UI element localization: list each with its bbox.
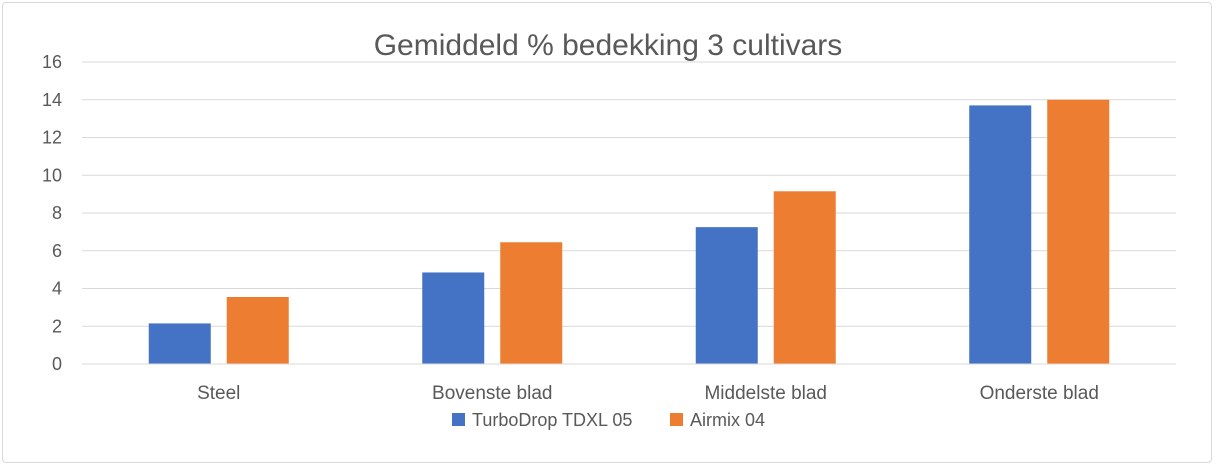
y-tick-label: 16 xyxy=(42,52,62,72)
legend-label: TurboDrop TDXL 05 xyxy=(472,410,632,430)
y-axis-ticks: 0 2 4 6 8 10 12 14 16 xyxy=(42,52,62,374)
x-category-label: Bovenste blad xyxy=(432,383,552,404)
chart-title: Gemiddeld % bedekking 3 cultivars xyxy=(374,29,843,62)
y-tick-label: 4 xyxy=(52,279,62,299)
x-category-label: Middelste blad xyxy=(704,383,827,404)
bar-airmix-1 xyxy=(500,242,563,364)
x-axis-categories: Steel Bovenste blad Middelste blad Onderste… xyxy=(197,383,1099,404)
bar-turbodrop-2 xyxy=(695,227,758,364)
legend-swatch xyxy=(670,413,683,426)
y-tick-label: 8 xyxy=(52,203,62,223)
y-tick-label: 12 xyxy=(42,128,62,148)
bars xyxy=(148,99,1110,364)
y-tick-label: 10 xyxy=(42,165,62,185)
x-category-label: Onderste blad xyxy=(980,383,1099,404)
y-tick-label: 2 xyxy=(52,316,62,336)
legend: TurboDrop TDXL 05 Airmix 04 xyxy=(452,410,765,430)
y-tick-label: 0 xyxy=(52,354,62,374)
bar-airmix-3 xyxy=(1047,99,1110,364)
bar-turbodrop-0 xyxy=(148,323,211,364)
legend-label: Airmix 04 xyxy=(690,410,765,430)
bar-airmix-2 xyxy=(773,191,836,364)
y-tick-label: 14 xyxy=(42,90,62,110)
bar-turbodrop-1 xyxy=(422,272,485,364)
y-tick-label: 6 xyxy=(52,241,62,261)
bar-airmix-0 xyxy=(226,296,289,364)
legend-swatch xyxy=(452,413,465,426)
bar-turbodrop-3 xyxy=(969,105,1032,364)
x-category-label: Steel xyxy=(197,383,240,404)
